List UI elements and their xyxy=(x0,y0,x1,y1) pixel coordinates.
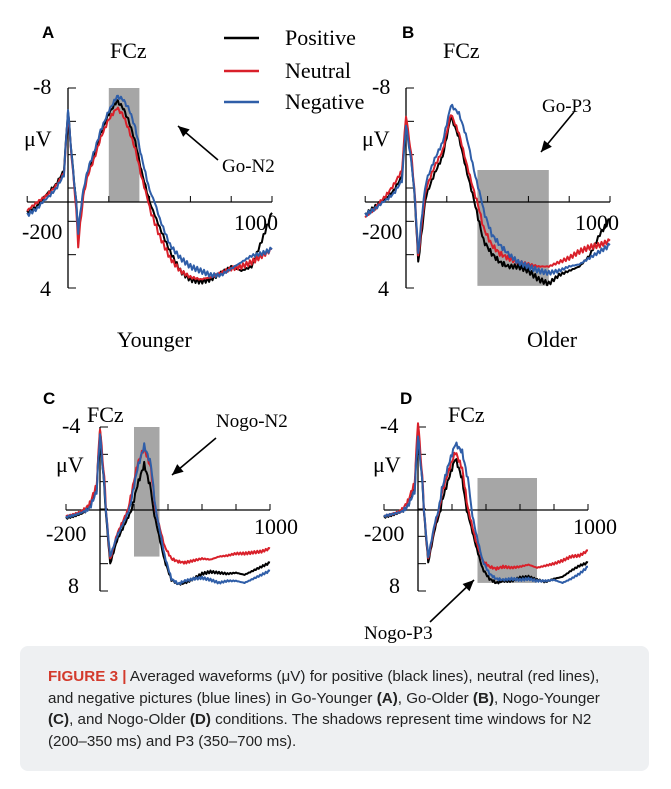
figure-caption: FIGURE 3 | Averaged waveforms (μV) for p… xyxy=(48,666,628,752)
electrode-label: FCz xyxy=(443,38,480,63)
y-tick-label-bottom: 8 xyxy=(68,573,79,598)
caption-text: Averaged waveforms (μV) for positive (bl… xyxy=(48,668,600,707)
legend: Positive Neutral Negative xyxy=(224,25,364,114)
series-negative xyxy=(383,435,589,584)
x-tick-label-right: 1000 xyxy=(254,514,298,539)
series-neutral xyxy=(26,106,273,281)
caption-box: FIGURE 3 | Averaged waveforms (μV) for p… xyxy=(20,646,649,771)
y-axis-label: μV xyxy=(373,452,401,477)
y-tick-label-bottom: 4 xyxy=(378,276,389,301)
caption-ref-b: (B) xyxy=(472,689,495,707)
caption-text: , Nogo-Younger xyxy=(494,689,600,707)
caption-text: , Go-Older xyxy=(397,689,473,707)
y-tick-label-top: -4 xyxy=(62,413,80,438)
x-tick-label-left: -200 xyxy=(46,521,86,546)
x-tick-label-right: 1000 xyxy=(575,210,619,235)
annotation-arrowhead xyxy=(462,580,474,592)
y-axis-label: μV xyxy=(56,452,84,477)
series-negative xyxy=(364,103,611,276)
y-tick-label-top: -8 xyxy=(33,74,51,99)
caption-text: conditions. The shadows represent time w… xyxy=(48,711,592,750)
y-tick-label-bottom: 8 xyxy=(389,573,400,598)
caption-ref-c: (C) xyxy=(48,711,70,728)
electrode-label: FCz xyxy=(110,38,147,63)
y-tick-label-top: -8 xyxy=(372,74,390,99)
legend-label-positive: Positive xyxy=(285,25,356,50)
legend-label-negative: Negative xyxy=(285,89,364,114)
y-axis-label: μV xyxy=(362,126,390,151)
group-label-older: Older xyxy=(527,327,578,352)
electrode-label: FCz xyxy=(448,402,485,427)
panel-letter: B xyxy=(402,23,414,42)
caption-ref-a: (A) xyxy=(376,689,398,707)
electrode-label: FCz xyxy=(87,402,124,427)
caption-ref-d: (D) xyxy=(189,711,211,728)
x-tick-label-left: -200 xyxy=(364,521,404,546)
panel-letter: C xyxy=(43,389,55,408)
x-tick-label-right: 1000 xyxy=(234,210,278,235)
annotation-arrowhead xyxy=(178,126,190,137)
y-tick-label-top: -4 xyxy=(380,413,398,438)
annotation-label: Nogo-N2 xyxy=(216,411,288,432)
caption-text: , and Nogo-Older xyxy=(69,711,190,728)
y-tick-label-bottom: 4 xyxy=(40,276,51,301)
y-axis-label: μV xyxy=(24,126,52,151)
series-negative xyxy=(65,433,271,585)
x-tick-label-left: -200 xyxy=(362,219,402,244)
series-negative xyxy=(26,94,273,279)
series-neutral xyxy=(65,428,271,565)
panel-a: A FCz μV -8 4 -200 1000 Go-N2 xyxy=(22,23,278,301)
panel-letter: A xyxy=(42,23,54,42)
annotation-label: Nogo-P3 xyxy=(364,623,433,644)
panel-d: D FCz μV -4 8 -200 1000 Nogo-P3 xyxy=(364,389,617,644)
panel-b: B FCz μV -8 4 -200 1000 Go-P3 xyxy=(362,23,619,301)
x-tick-label-right: 1000 xyxy=(573,514,617,539)
annotation-label: Go-P3 xyxy=(542,96,592,117)
annotation-arrowhead xyxy=(541,140,552,152)
panel-letter: D xyxy=(400,389,412,408)
group-label-younger: Younger xyxy=(117,327,192,352)
x-tick-label-left: -200 xyxy=(22,219,62,244)
shade-window xyxy=(134,427,160,557)
caption-figure-label: FIGURE 3 | xyxy=(48,668,127,685)
legend-label-neutral: Neutral xyxy=(285,58,351,83)
annotation-arrowhead xyxy=(172,464,184,475)
annotation-label: Go-N2 xyxy=(222,156,275,177)
